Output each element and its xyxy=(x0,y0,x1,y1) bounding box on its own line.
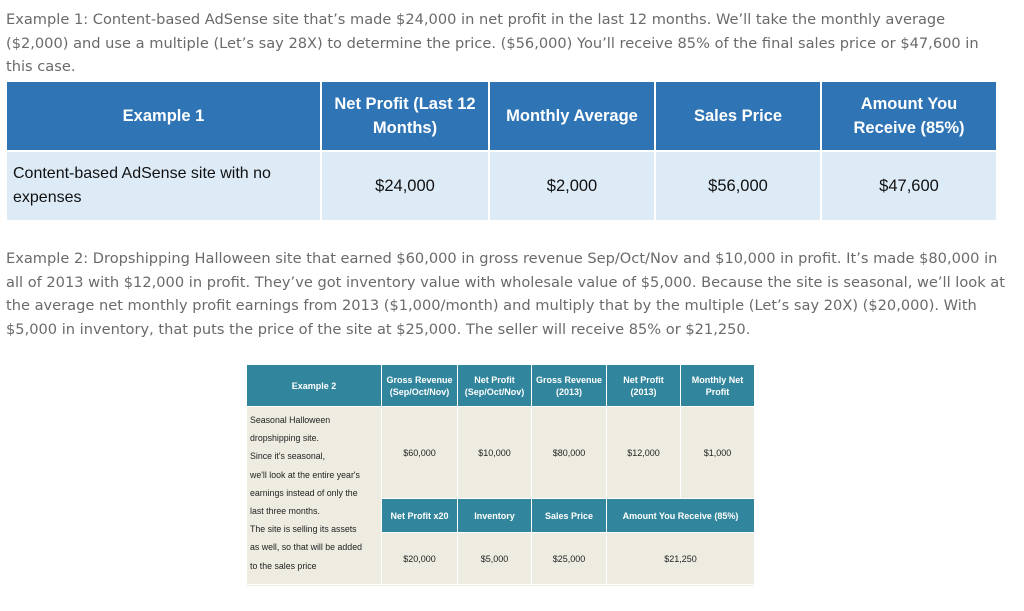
net-profit-2013-value: $12,000 xyxy=(606,406,681,499)
column-header-sales-price: Sales Price xyxy=(654,80,822,152)
description-line: The site is selling its assets xyxy=(250,524,357,535)
inventory-value: $5,000 xyxy=(457,532,532,585)
example-1-table: Example 1 Net Profit (Last 12 Months) Mo… xyxy=(5,80,998,222)
column-header-example: Example 1 xyxy=(5,80,322,152)
description-line: we'll look at the entire year's xyxy=(250,469,360,480)
description-line: as well, so that will be added xyxy=(250,542,362,553)
net-profit-value: $24,000 xyxy=(320,150,490,222)
description-line: to the sales price xyxy=(250,560,317,571)
column-header-monthly-average: Monthly Average xyxy=(488,80,656,152)
column-header-amount-received: Amount You Receive (85%) xyxy=(606,498,755,533)
gross-revenue-2013-value: $80,000 xyxy=(531,406,607,499)
column-header-monthly-net-profit: Monthly Net Profit xyxy=(680,364,755,407)
column-header-inventory: Inventory xyxy=(457,498,532,533)
table-row: Seasonal Halloween dropshipping site. Si… xyxy=(246,406,755,585)
monthly-net-profit-value: $1,000 xyxy=(680,406,755,499)
example-2-intro: Example 2: Dropshipping Halloween site t… xyxy=(6,250,1005,338)
table-subheader-row: Net Profit x20 Inventory Sales Price Amo… xyxy=(247,498,755,533)
description-line: Seasonal Halloween xyxy=(250,415,331,425)
sales-price-value: $25,000 xyxy=(531,532,607,585)
table-header-row: Example 2 Gross Revenue (Sep/Oct/Nov) Ne… xyxy=(246,364,755,407)
column-header-net-profit-x20: Net Profit x20 xyxy=(381,498,458,533)
net-profit-son-value: $10,000 xyxy=(457,406,532,499)
table-row: $20,000 $5,000 $25,000 $21,250 xyxy=(247,532,755,585)
site-description: Seasonal Halloween dropshipping site. Si… xyxy=(246,406,382,585)
description-line: last three months. xyxy=(250,506,320,517)
site-description: Content-based AdSense site with no expen… xyxy=(5,150,322,222)
example-1-intro: Example 1: Content-based AdSense site th… xyxy=(6,11,979,75)
table-row: Content-based AdSense site with no expen… xyxy=(5,150,998,222)
amount-received-value: $47,600 xyxy=(820,150,998,222)
column-header-net-profit-2013: Net Profit (2013) xyxy=(606,364,681,407)
column-header-gross-revenue-son: Gross Revenue (Sep/Oct/Nov) xyxy=(381,364,458,407)
description-line: dropshipping site. xyxy=(250,433,319,444)
gross-revenue-son-value: $60,000 xyxy=(381,406,458,499)
example-2-table: Example 2 Gross Revenue (Sep/Oct/Nov) Ne… xyxy=(246,364,755,585)
table-header-row: Example 1 Net Profit (Last 12 Months) Mo… xyxy=(5,80,998,152)
monthly-average-value: $2,000 xyxy=(488,150,656,222)
net-profit-x20-value: $20,000 xyxy=(381,532,458,585)
sales-price-value: $56,000 xyxy=(654,150,822,222)
amount-received-value: $21,250 xyxy=(606,532,755,585)
column-header-sales-price: Sales Price xyxy=(531,498,607,533)
column-header-amount-received: Amount You Receive (85%) xyxy=(820,80,998,152)
example-2-table-image: Example 2 Gross Revenue (Sep/Oct/Nov) Ne… xyxy=(246,364,755,586)
column-header-gross-revenue-2013: Gross Revenue (2013) xyxy=(531,364,607,407)
column-header-net-profit-son: Net Profit (Sep/Oct/Nov) xyxy=(457,364,532,407)
column-header-net-profit: Net Profit (Last 12 Months) xyxy=(320,80,490,152)
description-line: Since it's seasonal, xyxy=(250,451,326,462)
description-line: earnings instead of only the xyxy=(250,487,358,498)
column-header-example: Example 2 xyxy=(246,364,382,407)
